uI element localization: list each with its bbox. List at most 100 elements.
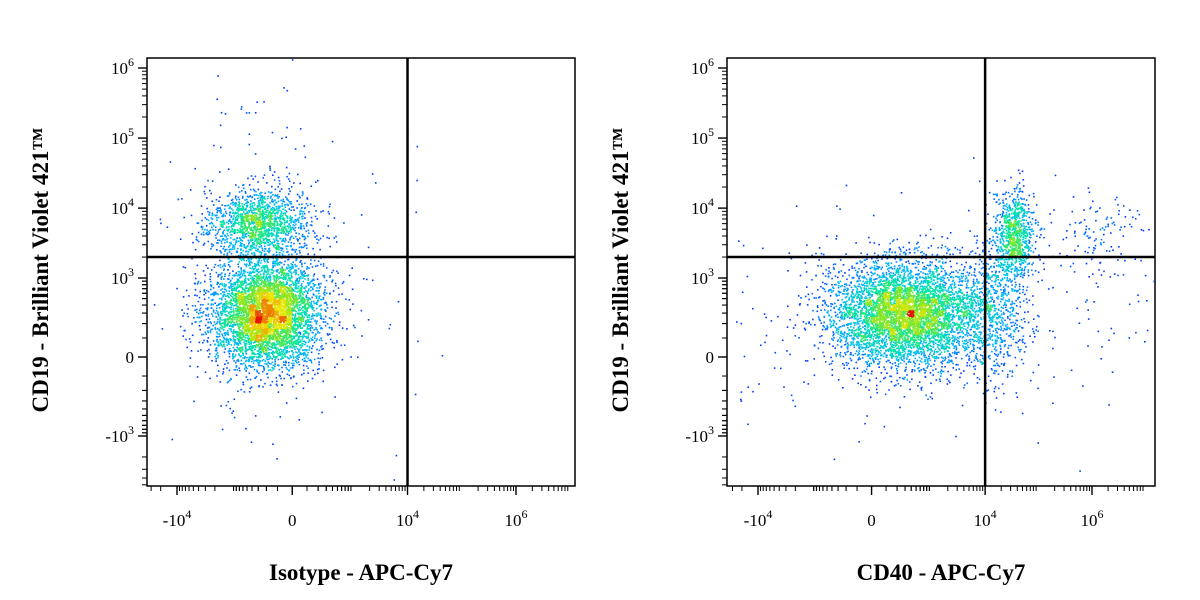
event-dot — [281, 345, 283, 347]
event-dot — [221, 319, 223, 321]
event-dot — [307, 266, 309, 269]
event-dot — [293, 298, 295, 301]
event-dot — [232, 323, 234, 326]
event-dot — [219, 273, 222, 276]
event-dot — [272, 200, 274, 203]
event-dot — [217, 275, 219, 278]
event-dot — [284, 204, 286, 206]
event-dot — [260, 228, 262, 230]
event-dot — [267, 216, 269, 218]
event-dot — [416, 179, 418, 182]
event-dot — [243, 282, 246, 284]
event-dot — [279, 209, 281, 212]
event-dot — [317, 372, 319, 375]
event-dot — [343, 222, 345, 224]
event-dot — [230, 306, 232, 309]
event-dot — [238, 353, 240, 355]
event-dot — [266, 238, 268, 241]
event-dot — [246, 378, 249, 381]
event-dot — [243, 318, 245, 320]
event-dot — [240, 298, 243, 301]
event-dot — [208, 230, 210, 233]
event-dot — [295, 397, 298, 400]
event-dot — [243, 314, 246, 316]
event-dot — [289, 226, 292, 228]
event-dot — [296, 299, 299, 302]
event-dot — [266, 265, 268, 268]
event-dot — [272, 260, 275, 263]
event-dot — [196, 316, 199, 319]
event-dot — [238, 327, 240, 330]
event-dot — [280, 351, 283, 353]
event-dot — [338, 324, 341, 326]
event-dot — [283, 364, 285, 366]
event-dot — [253, 204, 256, 206]
event-dot — [205, 307, 207, 310]
event-dot — [313, 253, 316, 256]
event-dot — [288, 270, 290, 272]
event-dot — [301, 191, 304, 193]
event-dot — [243, 231, 246, 234]
event-dot — [248, 346, 250, 348]
event-dot — [256, 358, 258, 361]
event-dot — [295, 320, 298, 323]
event-dot — [261, 270, 263, 272]
event-dot — [209, 331, 212, 334]
event-dot — [257, 238, 260, 240]
event-dot — [230, 330, 233, 333]
event-dot — [253, 284, 256, 286]
event-dot — [298, 216, 301, 219]
y-axis-title: CD19 - Brilliant Violet 421™ — [28, 128, 53, 413]
event-dot — [260, 253, 262, 256]
event-dot — [258, 385, 260, 388]
event-dot — [232, 211, 235, 214]
event-dot — [271, 272, 274, 275]
event-dot — [212, 244, 215, 246]
event-dot — [316, 320, 318, 323]
event-dot — [250, 386, 253, 388]
event-dot — [250, 175, 253, 177]
event-dot — [207, 211, 209, 213]
event-dot — [270, 214, 273, 217]
event-dot — [236, 330, 238, 333]
event-dot — [245, 287, 247, 290]
event-dot — [416, 145, 419, 148]
event-dot — [289, 217, 291, 219]
event-dot — [298, 246, 301, 249]
event-dot — [233, 329, 235, 331]
event-dot — [227, 195, 230, 197]
event-dot — [249, 378, 252, 381]
event-dot — [286, 217, 289, 220]
event-dot — [239, 308, 241, 311]
event-dot — [326, 267, 328, 269]
event-dot — [294, 313, 297, 315]
event-dot — [217, 75, 219, 77]
event-dot — [247, 311, 250, 314]
event-dot — [219, 327, 222, 329]
event-dot — [259, 198, 262, 201]
event-dot — [301, 315, 304, 317]
event-dot — [308, 301, 311, 304]
event-dot — [232, 283, 235, 286]
event-dot — [273, 229, 275, 231]
event-dot — [265, 345, 268, 347]
event-dot — [232, 310, 234, 313]
event-dot — [267, 241, 270, 244]
event-dot — [268, 251, 270, 254]
event-dot — [194, 167, 196, 170]
event-dot — [185, 338, 187, 341]
event-dot — [247, 234, 250, 237]
event-dot — [285, 402, 288, 404]
event-dot — [211, 315, 214, 317]
event-dot — [277, 247, 279, 249]
event-dot — [278, 282, 281, 284]
event-dot — [211, 293, 214, 295]
event-dot — [196, 222, 199, 224]
event-dot — [303, 242, 306, 245]
event-dot — [228, 290, 230, 292]
event-dot — [241, 288, 244, 290]
event-dot — [393, 479, 396, 481]
event-dot — [265, 222, 268, 224]
event-dot — [254, 112, 257, 114]
event-dot — [217, 239, 219, 241]
